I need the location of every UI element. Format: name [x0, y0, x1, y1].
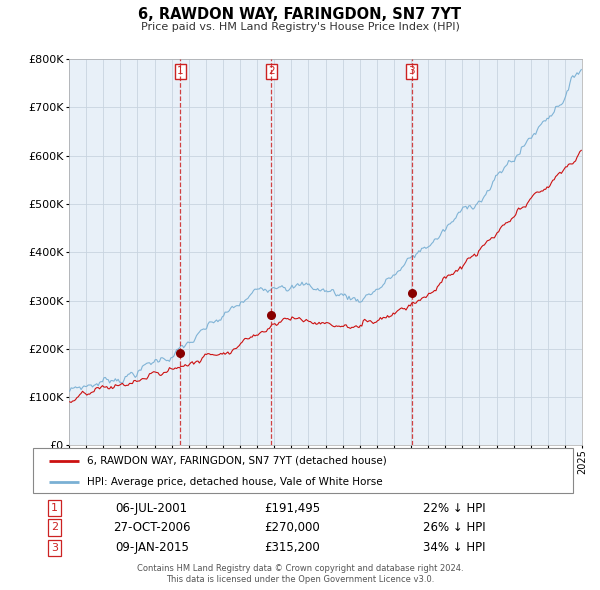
Text: 2: 2 — [268, 66, 274, 76]
Text: 3: 3 — [51, 543, 58, 553]
Text: Contains HM Land Registry data © Crown copyright and database right 2024.: Contains HM Land Registry data © Crown c… — [137, 565, 463, 573]
Text: 09-JAN-2015: 09-JAN-2015 — [115, 542, 189, 555]
Text: 1: 1 — [51, 503, 58, 513]
Text: 27-OCT-2006: 27-OCT-2006 — [113, 521, 191, 534]
Text: 2: 2 — [51, 523, 58, 532]
Text: £315,200: £315,200 — [265, 542, 320, 555]
Text: £191,495: £191,495 — [264, 502, 320, 515]
FancyBboxPatch shape — [33, 448, 573, 493]
Text: 6, RAWDON WAY, FARINGDON, SN7 7YT: 6, RAWDON WAY, FARINGDON, SN7 7YT — [139, 7, 461, 22]
Text: 1: 1 — [177, 66, 184, 76]
Text: This data is licensed under the Open Government Licence v3.0.: This data is licensed under the Open Gov… — [166, 575, 434, 584]
Text: 34% ↓ HPI: 34% ↓ HPI — [423, 542, 485, 555]
Text: HPI: Average price, detached house, Vale of White Horse: HPI: Average price, detached house, Vale… — [87, 477, 383, 487]
Text: 06-JUL-2001: 06-JUL-2001 — [116, 502, 188, 515]
Text: Price paid vs. HM Land Registry's House Price Index (HPI): Price paid vs. HM Land Registry's House … — [140, 22, 460, 32]
Text: 6, RAWDON WAY, FARINGDON, SN7 7YT (detached house): 6, RAWDON WAY, FARINGDON, SN7 7YT (detac… — [87, 456, 387, 466]
Text: 3: 3 — [408, 66, 415, 76]
Text: £270,000: £270,000 — [265, 521, 320, 534]
Text: 22% ↓ HPI: 22% ↓ HPI — [423, 502, 485, 515]
Text: 26% ↓ HPI: 26% ↓ HPI — [423, 521, 485, 534]
